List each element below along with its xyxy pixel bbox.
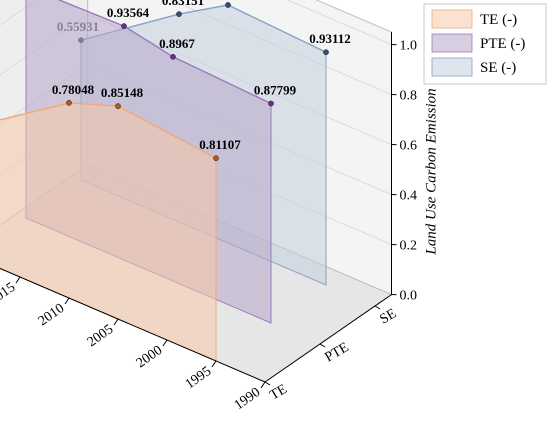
x-tick (162, 339, 168, 347)
category-tick-label: PTE (323, 340, 352, 365)
data-point (66, 100, 72, 106)
legend-swatch (431, 57, 473, 77)
x-tick-label: 1995 (183, 364, 215, 392)
z-tick-label: 0.6 (400, 139, 418, 154)
category-tick (319, 343, 326, 348)
box-edge (315, 0, 392, 33)
category-tick (374, 305, 381, 310)
legend-label: SE (-) (480, 60, 516, 76)
z-tick-label: 0.8 (400, 89, 418, 104)
data-label: 0.93564 (107, 5, 150, 20)
data-label: 0.81107 (199, 137, 241, 152)
series-line-pte (57, 0, 272, 105)
data-label: 0.93112 (309, 31, 351, 46)
category-axis-line (264, 294, 392, 383)
data-label: 0.78048 (52, 82, 95, 97)
data-label: 0.87799 (254, 83, 297, 98)
legend-label: PTE (-) (480, 36, 525, 52)
data-point (115, 103, 121, 109)
category-tick-label: SE (378, 306, 400, 327)
data-label: 0.83151 (162, 0, 204, 8)
x-tick-label: 2005 (85, 322, 117, 350)
x-tick (260, 381, 266, 389)
x-tick-label: 2015 (0, 280, 18, 308)
x-tick-label: 2000 (134, 343, 166, 371)
data-label: 0.85148 (101, 85, 144, 100)
data-point (170, 53, 176, 60)
legend-label: TE (-) (480, 12, 517, 28)
category-tick-label: TE (268, 382, 290, 404)
z-tick-label: 0.2 (400, 239, 418, 254)
data-point (225, 2, 231, 8)
data-point (323, 49, 329, 56)
x-tick-label: 1990 (232, 385, 264, 413)
grid-line (286, 0, 392, 45)
x-tick-label: 2010 (36, 301, 68, 329)
x-tick (211, 360, 217, 368)
category-tick (264, 381, 271, 386)
data-point (268, 100, 274, 107)
data-point (213, 155, 219, 162)
series-line-te (0, 102, 217, 159)
z-tick-label: 0.0 (400, 289, 418, 304)
z-tick-label: 0.4 (400, 189, 418, 204)
series-line-se (80, 4, 327, 53)
data-point (176, 11, 182, 17)
legend-swatch (431, 9, 473, 29)
x-tick (64, 297, 70, 305)
x-tick (15, 276, 21, 284)
x-tick (113, 318, 119, 326)
data-point (121, 23, 127, 29)
series-layer: 0.559310.831510.951980.931120.925680.935… (0, 0, 351, 362)
z-tick-label: 1.0 (400, 39, 418, 54)
legend-swatch (431, 33, 473, 53)
data-label: 0.8967 (159, 36, 195, 51)
legend: TE (-) PTE (-) SE (-) (423, 3, 547, 85)
x-axis-line (0, 267, 266, 383)
